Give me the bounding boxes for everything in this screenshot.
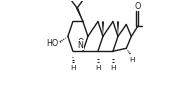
Text: H: H xyxy=(95,65,101,71)
Text: HO: HO xyxy=(46,39,58,47)
Text: O: O xyxy=(135,2,141,11)
Text: H: H xyxy=(70,65,76,71)
Polygon shape xyxy=(102,22,104,37)
Polygon shape xyxy=(117,22,119,37)
Text: H: H xyxy=(110,65,116,71)
Text: O: O xyxy=(77,37,84,46)
Text: H: H xyxy=(129,56,134,62)
Text: N: N xyxy=(78,41,83,50)
Polygon shape xyxy=(76,9,83,22)
